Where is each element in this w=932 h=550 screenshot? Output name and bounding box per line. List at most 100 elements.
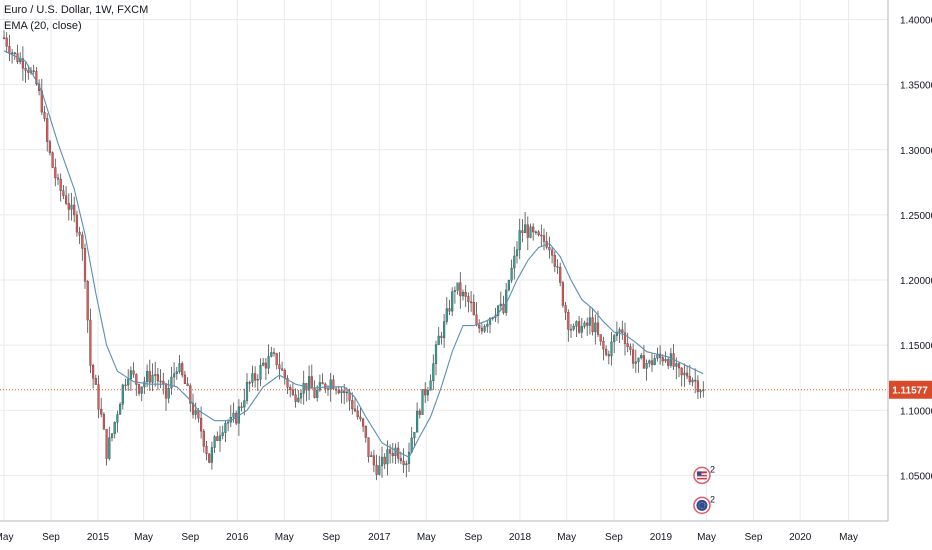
candle-body [5,37,8,47]
candle-body [434,344,438,364]
candle-body [486,324,489,327]
candle-body [599,334,602,342]
candle [91,363,95,389]
candle [262,357,265,367]
candle [537,230,540,237]
candle-body [67,203,70,210]
candle [43,105,46,122]
candle [497,304,500,324]
candle-body [329,379,332,390]
candle-body [591,317,594,333]
candle [667,356,670,370]
candle-body [440,335,443,339]
candle-body [664,359,667,362]
candle [81,231,84,261]
candle-body [167,388,170,399]
candle-body [632,349,635,364]
y-tick-label: 1.25000 [900,211,932,222]
candle [205,441,208,461]
candle [507,279,510,292]
candle [154,361,157,387]
candle [267,344,270,374]
candle-body [108,437,111,459]
y-tick-label: 1.15000 [900,341,932,352]
candle-body [316,389,319,398]
candle-body [181,363,184,376]
candle [189,383,192,412]
candle [159,369,162,389]
candle-body [480,327,483,332]
candle-body [262,362,265,366]
candle-body [156,374,159,382]
candle [210,441,213,470]
candle [118,402,122,415]
candle [602,336,605,361]
candle [691,377,694,387]
candle-body [270,352,273,357]
candle-body [623,332,627,344]
candle [472,294,475,316]
candle-body [618,329,621,333]
candle-body [24,68,27,71]
candle-body [551,249,554,256]
candle [567,309,570,342]
candle-body [499,303,502,307]
candle-body [575,321,578,327]
candle [75,210,78,237]
candle-body [529,226,532,238]
candle-body [127,378,130,386]
candle [281,361,284,371]
candle [418,408,421,419]
candle-body [64,195,68,204]
candle-body [540,234,543,237]
candle [413,432,416,448]
candle [54,158,57,187]
last-price-tag-bg [889,380,932,399]
candle [113,421,116,439]
candle [370,451,373,458]
candle [135,373,138,396]
candle [594,314,597,345]
x-tick-label: 2020 [789,532,812,543]
candle [94,374,97,385]
candle-body [459,282,462,297]
candle [421,389,424,415]
candle-body [210,447,213,463]
candle [143,376,146,394]
candle-body [677,363,681,369]
candle-body [507,280,510,291]
candle-body [407,451,411,464]
candle-body [432,363,435,382]
candle [194,402,197,420]
candle [683,363,686,387]
ema-line[interactable] [3,50,704,458]
candle-body [170,376,173,389]
candle-body [629,346,632,350]
candle [699,388,702,399]
candle-body [318,382,321,391]
candle [359,407,362,422]
badge-count: 2 [710,464,715,474]
candle [127,369,130,392]
candle-body [567,312,570,330]
candle [416,402,419,433]
candle [518,218,521,260]
candle-body [186,383,189,386]
candle [586,317,589,336]
candle-body [453,290,456,292]
candle [272,348,276,357]
candle [532,223,535,241]
candle [451,287,454,317]
candle [653,354,656,366]
candles [2,30,705,481]
candle-body [702,389,705,391]
candle [637,357,640,373]
candle-body [478,324,481,329]
candle-body [75,214,78,233]
eu-event-badge[interactable]: 2 [693,494,715,515]
candle [453,286,456,304]
us-event-badge[interactable]: 2 [693,464,715,485]
